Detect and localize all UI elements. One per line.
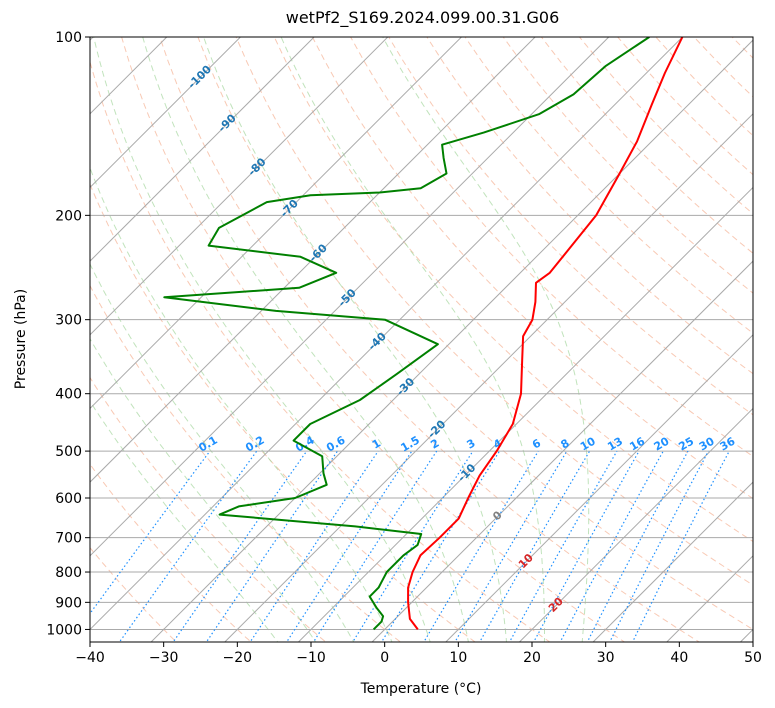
y-tick-label: 900 [55,595,82,611]
dry-adiabat [502,37,753,294]
isotherm-line [298,186,753,642]
mixing-ratio-line [90,450,211,615]
x-tick-label: −10 [296,650,326,666]
temperature-profile [407,37,684,631]
dry-adiabat [693,37,753,98]
mixing-ratio-line [609,450,710,642]
mixing-ratio-line [285,450,413,642]
mixing-ratio-line [312,450,438,642]
isotherm-line [445,334,753,642]
y-tick-label: 800 [55,565,82,581]
y-tick-label: 1000 [46,622,82,638]
isotherm-line [224,113,753,642]
chart-title: wetPf2_S169.2024.099.00.31.G06 [285,8,560,27]
mixing-ratio-line [586,450,689,642]
y-axis: 100 200 300 400 500 600 700 800 900 1000 [46,30,90,638]
x-tick-label: 40 [670,650,688,666]
x-tick-label: −20 [223,650,253,666]
mixing-ratio-label: 3 [465,437,478,452]
isotherm-line [90,37,389,336]
dry-adiabat [197,37,753,630]
isotherm-line [150,39,753,642]
x-tick-label: 10 [449,650,467,666]
x-axis: −40 −30 −20 −10 0 10 20 30 40 50 [75,642,762,666]
moist-adiabat [382,37,590,642]
mixing-ratio-label: 6 [530,436,543,451]
y-tick-label: 400 [55,387,82,403]
dry-adiabat [388,37,753,416]
plot-frame [89,36,754,643]
dry-adiabat [350,37,753,458]
y-tick-label: 500 [55,444,82,460]
mixing-ratio-line [249,450,379,642]
mixing-ratio-line [352,450,474,642]
isotherm-line [666,555,753,642]
dry-adiabat [541,37,753,254]
dry-adiabat [90,284,402,642]
x-tick-label: −30 [149,650,179,666]
isotherm-line [90,37,610,557]
moist-adiabat [280,37,545,642]
mixing-ratio-line [205,450,338,642]
isotherm-line [90,37,683,631]
isotherm-line [592,481,753,642]
dry-adiabat [426,37,753,375]
mixing-ratio-line [423,450,539,642]
x-tick-label: 0 [380,650,389,666]
y-tick-label: 700 [55,531,82,547]
sounding-profiles [163,37,684,631]
isotherm-line [371,260,753,642]
isotherm-label: 30 [574,640,594,660]
isotherm-line [740,628,753,642]
y-tick-label: 600 [55,491,82,507]
moist-adiabat [203,37,508,642]
y-axis-label: Pressure (hPa) [13,289,29,389]
dry-adiabat [579,37,753,215]
mixing-ratio-line [454,450,568,642]
mixing-ratio-line [631,450,730,642]
dry-adiabat [235,37,753,586]
isotherm-line [90,37,241,189]
isotherm-line [90,37,315,262]
mixing-ratio-line [380,450,501,642]
mixing-ratio-line [533,450,640,642]
dry-adiabat [770,37,775,654]
isotherm-line [90,37,536,483]
x-axis-label: Temperature (°C) [360,681,482,697]
background-lines [90,37,775,654]
mixing-ratio-line [559,450,664,642]
y-tick-label: 100 [55,30,82,46]
isotherm-label: 40 [603,684,623,704]
y-tick-label: 300 [55,313,82,329]
dry-adiabat [731,37,753,59]
moist-adiabat [90,400,279,642]
x-tick-label: −40 [75,650,105,666]
moist-adiabat [90,262,355,642]
moist-adiabat [93,37,431,642]
mixing-ratio-line [479,450,591,642]
isotherm-line [519,407,753,642]
x-tick-label: 50 [744,650,762,666]
mixing-ratio-line [118,450,258,642]
dewpoint-profile [163,37,650,631]
moist-adiabat [90,337,317,642]
isotherm-line [90,37,462,410]
y-tick-label: 200 [55,208,82,224]
x-tick-label: 20 [523,650,541,666]
x-tick-label: 30 [597,650,615,666]
